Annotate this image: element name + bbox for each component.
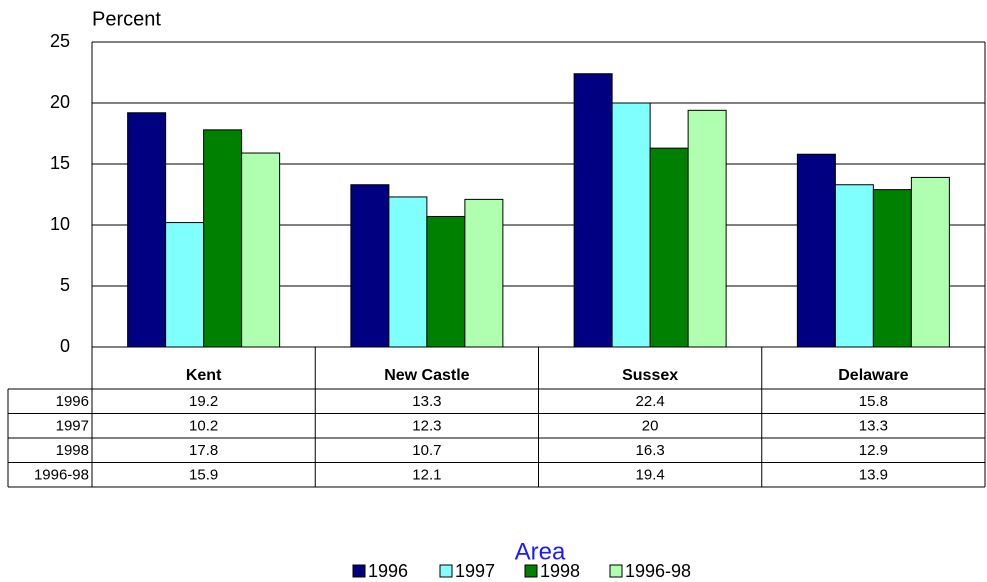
bar bbox=[573, 73, 613, 348]
y-axis-title: Percent bbox=[92, 8, 161, 30]
y-tick-label: 0 bbox=[60, 336, 70, 356]
y-tick-label: 20 bbox=[50, 92, 70, 112]
bar bbox=[611, 102, 651, 348]
legend-label: 1996-98 bbox=[625, 561, 691, 581]
bar bbox=[834, 184, 874, 348]
legend-label: 1997 bbox=[455, 561, 495, 581]
table-cell: 17.8 bbox=[189, 442, 218, 459]
bar bbox=[165, 222, 205, 348]
table-cell: 15.8 bbox=[859, 393, 888, 410]
table-cell: 12.9 bbox=[859, 442, 888, 459]
bar bbox=[241, 152, 281, 348]
table-row-label: 1998 bbox=[56, 442, 89, 459]
bar bbox=[649, 147, 689, 348]
table-cell: 12.3 bbox=[412, 418, 441, 435]
bar bbox=[388, 196, 428, 348]
legend-label: 1998 bbox=[540, 561, 580, 581]
legend-label: 1996 bbox=[368, 561, 408, 581]
bar bbox=[127, 112, 167, 348]
bar bbox=[872, 189, 912, 348]
y-tick-label: 10 bbox=[50, 214, 70, 234]
table-row-label: 1996-98 bbox=[34, 467, 89, 484]
y-tick-label: 25 bbox=[50, 31, 70, 51]
bar bbox=[910, 176, 950, 348]
table-cell: 19.4 bbox=[636, 467, 665, 484]
table-cell: 15.9 bbox=[189, 467, 218, 484]
legend-swatch bbox=[524, 564, 538, 578]
bar bbox=[426, 215, 466, 348]
table-cell: 22.4 bbox=[636, 393, 665, 410]
bar bbox=[464, 198, 504, 348]
table-cell: 16.3 bbox=[636, 442, 665, 459]
bar bbox=[796, 153, 836, 348]
category-label: Delaware bbox=[838, 367, 908, 384]
table-cell: 10.7 bbox=[412, 442, 441, 459]
category-label: Kent bbox=[186, 367, 222, 384]
table-row-label: 1996 bbox=[56, 393, 89, 410]
table-cell: 12.1 bbox=[412, 467, 441, 484]
x-axis-title: Area bbox=[515, 538, 566, 565]
table-cell: 13.3 bbox=[859, 418, 888, 435]
bar bbox=[687, 109, 727, 348]
y-tick-label: 15 bbox=[50, 153, 70, 173]
table-cell: 10.2 bbox=[189, 418, 218, 435]
legend-swatch bbox=[609, 564, 623, 578]
table-cell: 13.9 bbox=[859, 467, 888, 484]
category-label: Sussex bbox=[622, 367, 678, 384]
category-label: New Castle bbox=[384, 367, 469, 384]
table-row-label: 1997 bbox=[56, 418, 89, 435]
legend-swatch bbox=[439, 564, 453, 578]
bar bbox=[350, 184, 390, 348]
table-cell: 20 bbox=[642, 418, 659, 435]
y-tick-label: 5 bbox=[60, 275, 70, 295]
legend-swatch bbox=[352, 564, 366, 578]
table-cell: 19.2 bbox=[189, 393, 218, 410]
bar bbox=[203, 129, 243, 348]
table-cell: 13.3 bbox=[412, 393, 441, 410]
